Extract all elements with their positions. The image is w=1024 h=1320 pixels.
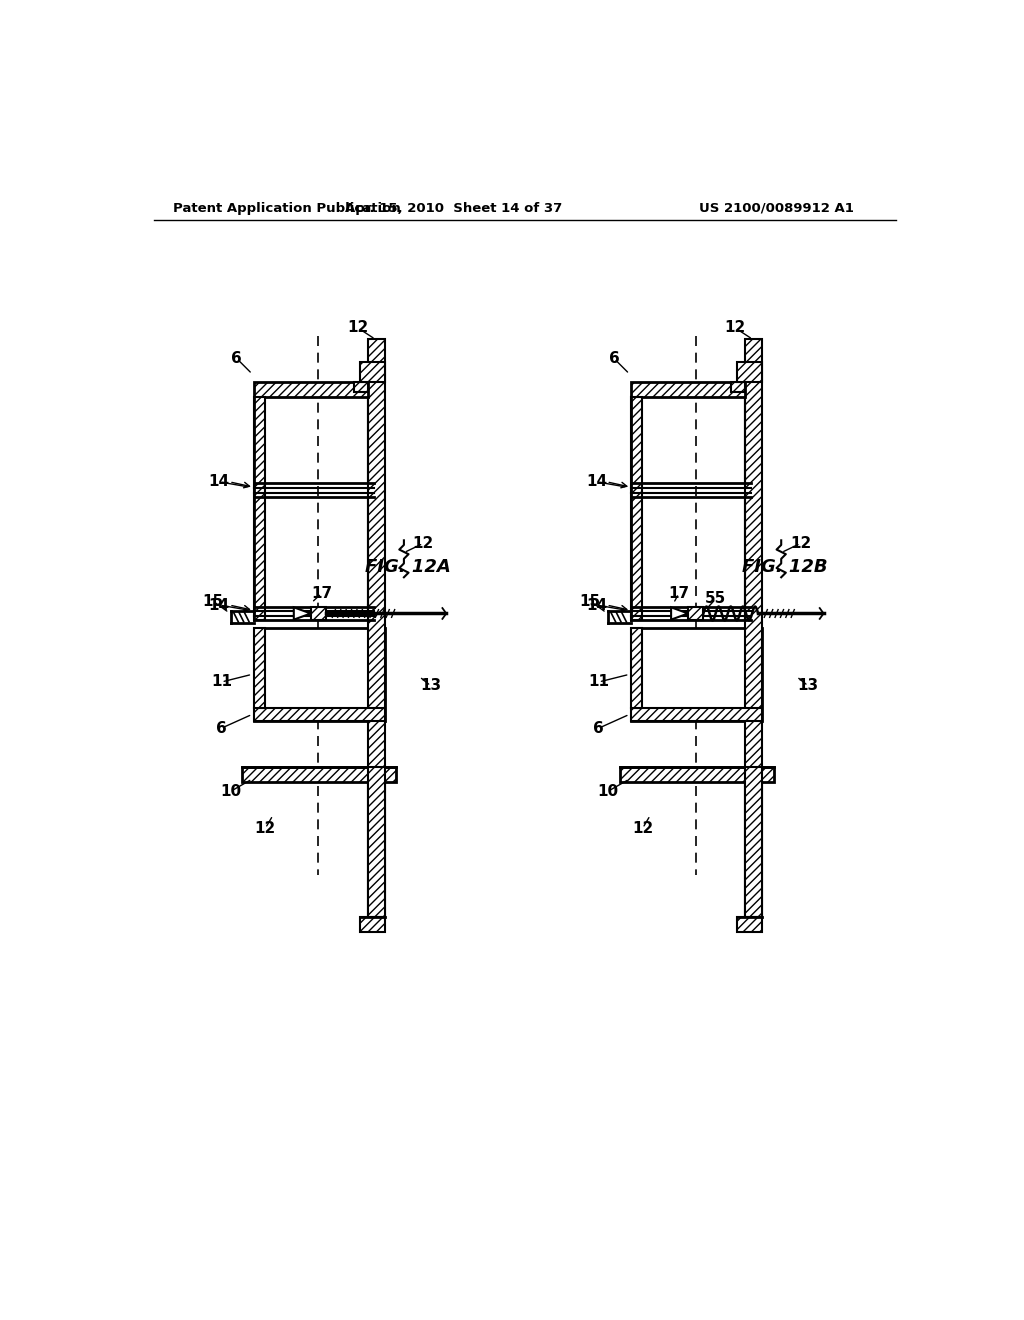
Bar: [688, 607, 703, 619]
Bar: [368, 339, 385, 917]
Text: 6: 6: [231, 351, 243, 366]
Text: 12: 12: [790, 536, 811, 550]
Bar: [368, 767, 385, 917]
Text: 12: 12: [347, 321, 369, 335]
Bar: [620, 767, 773, 781]
Bar: [737, 363, 762, 381]
Text: FIG. 12A: FIG. 12A: [365, 557, 451, 576]
Text: 11: 11: [211, 675, 231, 689]
Bar: [254, 397, 264, 620]
Text: 14: 14: [586, 598, 607, 612]
Text: 13: 13: [798, 678, 819, 693]
Bar: [360, 363, 385, 381]
Text: 6: 6: [608, 351, 620, 366]
Text: 12: 12: [413, 536, 434, 550]
Text: 13: 13: [420, 678, 441, 693]
Text: 12: 12: [724, 321, 745, 335]
Bar: [745, 339, 762, 917]
Bar: [631, 708, 762, 721]
Text: 14: 14: [209, 474, 229, 490]
Text: 12: 12: [255, 821, 275, 836]
Text: 17: 17: [311, 586, 332, 601]
Bar: [360, 917, 385, 932]
Bar: [631, 628, 642, 708]
Text: 14: 14: [209, 598, 229, 612]
Bar: [631, 381, 745, 397]
Bar: [354, 381, 368, 392]
Bar: [631, 397, 642, 620]
Bar: [254, 708, 385, 721]
Text: 12: 12: [632, 821, 653, 836]
Bar: [745, 767, 762, 917]
Bar: [731, 381, 745, 392]
Text: US 2100/0089912 A1: US 2100/0089912 A1: [699, 202, 854, 215]
Text: 6: 6: [216, 721, 226, 735]
Bar: [254, 381, 368, 397]
Bar: [254, 628, 385, 721]
Text: 15: 15: [203, 594, 223, 609]
Text: 10: 10: [220, 784, 242, 799]
Text: 15: 15: [580, 594, 601, 609]
Text: 55: 55: [706, 591, 726, 606]
Bar: [310, 607, 326, 619]
Polygon shape: [671, 607, 688, 619]
Text: 6: 6: [593, 721, 604, 735]
Text: Patent Application Publication: Patent Application Publication: [173, 202, 400, 215]
Bar: [631, 628, 762, 721]
Text: 17: 17: [669, 586, 689, 601]
Text: 14: 14: [586, 474, 607, 490]
Text: FIG. 12B: FIG. 12B: [742, 557, 827, 576]
Bar: [243, 767, 396, 781]
Bar: [254, 628, 264, 708]
Text: 10: 10: [597, 784, 618, 799]
Text: 11: 11: [588, 675, 609, 689]
Polygon shape: [294, 607, 310, 619]
Text: Apr. 15, 2010  Sheet 14 of 37: Apr. 15, 2010 Sheet 14 of 37: [345, 202, 562, 215]
Bar: [737, 917, 762, 932]
